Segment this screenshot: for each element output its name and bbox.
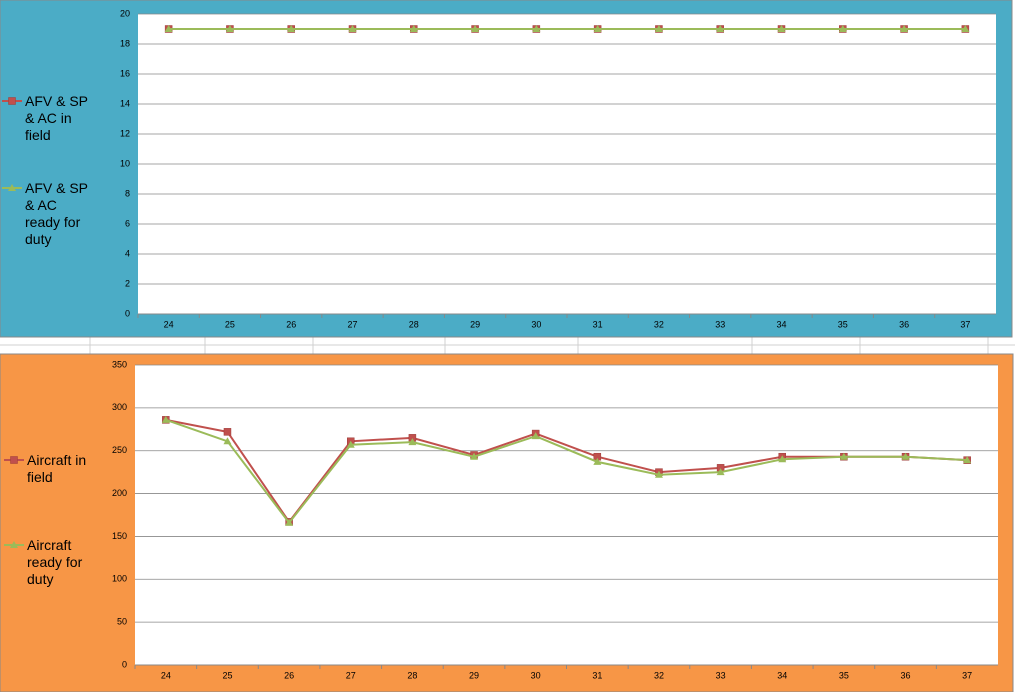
x-tick-label: 32 xyxy=(654,670,664,680)
marker xyxy=(961,25,970,32)
legend-symbol xyxy=(2,184,22,191)
marker xyxy=(470,452,479,460)
x-tick-label: 26 xyxy=(284,670,294,680)
marker xyxy=(346,440,355,448)
x-tick-label: 35 xyxy=(838,319,848,329)
x-tick-label: 28 xyxy=(407,670,417,680)
marker xyxy=(408,438,417,446)
x-tick-label: 26 xyxy=(286,319,296,329)
marker xyxy=(654,470,663,478)
x-tick-label: 33 xyxy=(715,319,725,329)
x-tick-label: 27 xyxy=(347,319,357,329)
y-tick-label: 10 xyxy=(120,158,130,168)
y-tick-label: 14 xyxy=(120,98,130,108)
legend-symbol xyxy=(2,97,22,105)
y-tick-label: 4 xyxy=(125,248,130,258)
x-tick-label: 25 xyxy=(225,319,235,329)
y-tick-label: 0 xyxy=(125,308,130,318)
y-tick-label: 50 xyxy=(117,617,127,627)
marker xyxy=(654,25,663,32)
legend-label: AFV & SP & AC ready for duty xyxy=(25,180,88,247)
x-tick-label: 32 xyxy=(654,319,664,329)
marker xyxy=(287,25,296,32)
marker xyxy=(225,25,234,32)
legend-label: AFV & SP & AC in field xyxy=(25,93,88,143)
marker xyxy=(777,25,786,32)
x-tick-label: 29 xyxy=(469,670,479,680)
x-tick-label: 31 xyxy=(593,319,603,329)
marker xyxy=(532,25,541,32)
x-tick-label: 36 xyxy=(899,319,909,329)
marker xyxy=(593,25,602,32)
y-tick-label: 350 xyxy=(112,359,127,369)
marker xyxy=(10,456,18,464)
marker xyxy=(348,25,357,32)
marker xyxy=(593,457,602,465)
marker xyxy=(839,452,848,460)
legend-label: Aircraft in field xyxy=(27,452,87,485)
marker xyxy=(10,541,18,548)
x-tick-label: 28 xyxy=(409,319,419,329)
y-tick-label: 12 xyxy=(120,128,130,138)
marker xyxy=(285,518,294,526)
x-tick-label: 31 xyxy=(592,670,602,680)
marker xyxy=(223,428,232,436)
x-tick-label: 36 xyxy=(901,670,911,680)
y-tick-label: 8 xyxy=(125,188,130,198)
y-tick-label: 250 xyxy=(112,445,127,455)
plot-area xyxy=(135,365,998,665)
x-tick-label: 24 xyxy=(161,670,171,680)
x-tick-label: 27 xyxy=(346,670,356,680)
sheet-grid xyxy=(0,337,1015,354)
marker xyxy=(8,97,16,105)
marker xyxy=(716,468,725,476)
marker xyxy=(531,432,540,440)
x-tick-label: 29 xyxy=(470,319,480,329)
y-tick-label: 300 xyxy=(112,402,127,412)
x-tick-label: 34 xyxy=(776,319,786,329)
marker xyxy=(900,25,909,32)
legend-symbol xyxy=(4,456,24,464)
y-tick-label: 18 xyxy=(120,38,130,48)
marker xyxy=(223,437,232,445)
y-tick-label: 20 xyxy=(120,8,130,18)
marker xyxy=(838,25,847,32)
x-tick-label: 35 xyxy=(839,670,849,680)
marker xyxy=(471,25,480,32)
marker xyxy=(963,456,972,464)
marker xyxy=(778,455,787,463)
y-tick-label: 2 xyxy=(125,278,130,288)
marker xyxy=(409,25,418,32)
legend-symbol xyxy=(4,541,24,548)
series-line xyxy=(165,418,968,525)
marker xyxy=(716,25,725,32)
x-tick-label: 37 xyxy=(960,319,970,329)
marker xyxy=(901,452,910,460)
x-tick-label: 30 xyxy=(531,319,541,329)
x-tick-label: 34 xyxy=(777,670,787,680)
y-tick-label: 200 xyxy=(112,488,127,498)
y-tick-label: 6 xyxy=(125,218,130,228)
x-tick-label: 37 xyxy=(962,670,972,680)
x-tick-label: 30 xyxy=(531,670,541,680)
marker xyxy=(161,415,170,423)
y-tick-label: 0 xyxy=(122,659,127,669)
chart: 0 50 100 150 200 250 300 350 24 25 26 27 28 29 30 31 32 3… xyxy=(0,353,1014,692)
marker xyxy=(8,184,16,191)
x-tick-label: 25 xyxy=(222,670,232,680)
x-tick-label: 33 xyxy=(716,670,726,680)
legend-label: Aircraft ready for duty xyxy=(27,537,83,587)
x-tick-label: 24 xyxy=(164,319,174,329)
marker xyxy=(164,25,173,32)
y-tick-label: 100 xyxy=(112,574,127,584)
y-tick-label: 16 xyxy=(120,68,130,78)
y-tick-label: 150 xyxy=(112,531,127,541)
